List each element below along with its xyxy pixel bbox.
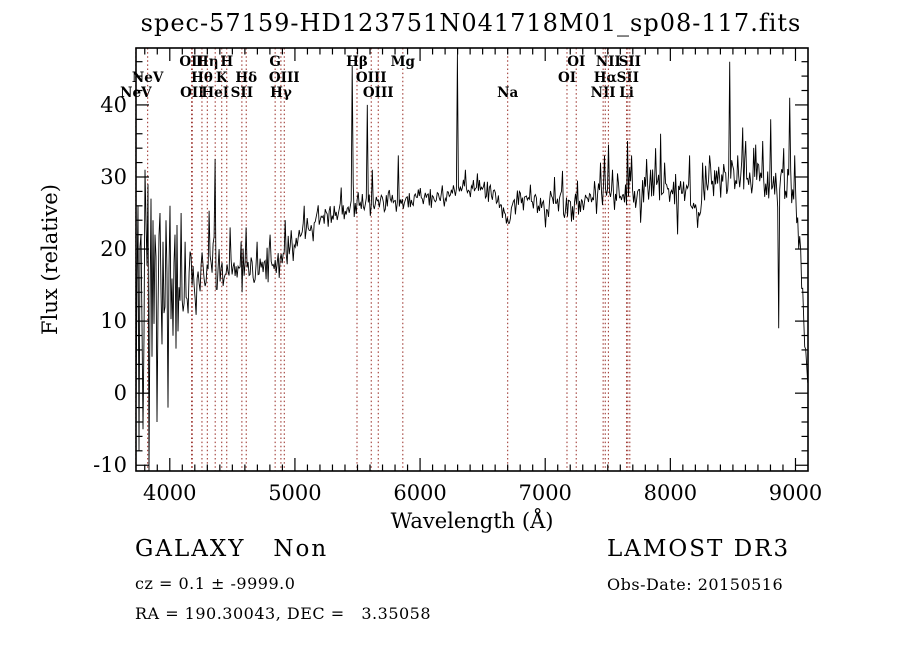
- line-marker-label: Hγ: [270, 85, 292, 101]
- line-marker-label: SII: [617, 70, 639, 86]
- line-marker-label: Hβ: [346, 54, 368, 70]
- line-marker-label: SII: [619, 54, 641, 70]
- survey-release-label: LAMOST DR3: [607, 536, 791, 562]
- line-marker-label: Hα: [594, 70, 618, 86]
- x-tick-label: 7000: [518, 481, 571, 505]
- y-tick-label: 0: [114, 381, 127, 405]
- line-marker-label: OII: [180, 85, 204, 101]
- line-marker-label: G: [269, 54, 281, 70]
- y-tick-label: 10: [100, 309, 127, 333]
- line-marker-label: Na: [497, 85, 518, 101]
- y-tick-label: 20: [100, 237, 127, 261]
- line-marker-label: OIII: [356, 70, 387, 86]
- line-marker-label: NII: [591, 85, 616, 101]
- classification-label: GALAXY Non: [135, 536, 329, 562]
- line-marker-label: OIII: [269, 70, 300, 86]
- y-tick-label: -10: [93, 453, 127, 477]
- line-marker-label: NeV: [132, 70, 164, 86]
- x-tick-label: 8000: [644, 481, 697, 505]
- line-marker-label: Mg: [391, 54, 416, 70]
- line-marker-label: NII: [596, 54, 621, 70]
- line-marker-label: HeI: [201, 85, 229, 101]
- ra-dec-value: RA = 190.30043, DEC = 3.35058: [135, 604, 432, 623]
- page-title: spec-57159-HD123751N041718M01_sp08-117.f…: [140, 9, 802, 37]
- x-tick-label: 6000: [393, 481, 446, 505]
- obs-date-value: Obs-Date: 20150516: [607, 575, 784, 594]
- line-marker-label: Hθ: [191, 70, 213, 86]
- x-tick-label: 5000: [268, 481, 321, 505]
- line-marker-label: SII: [231, 85, 253, 101]
- line-marker-label: Hδ: [235, 70, 257, 86]
- line-marker-label: K: [216, 70, 229, 86]
- line-marker-label: OIII: [363, 85, 394, 101]
- line-marker-label: OI: [558, 70, 576, 86]
- line-marker-label: Li: [619, 85, 634, 101]
- y-axis-label: Flux (relative): [38, 184, 62, 335]
- x-tick-label: 4000: [143, 481, 196, 505]
- y-tick-label: 40: [100, 93, 127, 117]
- axis-box: [135, 47, 809, 472]
- line-marker-label: H: [220, 54, 233, 70]
- cz-value: cz = 0.1 ± -9999.0: [135, 574, 296, 593]
- y-tick-label: 30: [100, 165, 127, 189]
- x-axis-label: Wavelength (Å): [391, 508, 554, 533]
- x-tick-label: 9000: [769, 481, 822, 505]
- line-marker-label: Hη: [196, 54, 219, 70]
- line-marker-label: OII: [179, 54, 203, 70]
- spectrum-trace: [136, 54, 808, 471]
- line-marker-label: OI: [567, 54, 585, 70]
